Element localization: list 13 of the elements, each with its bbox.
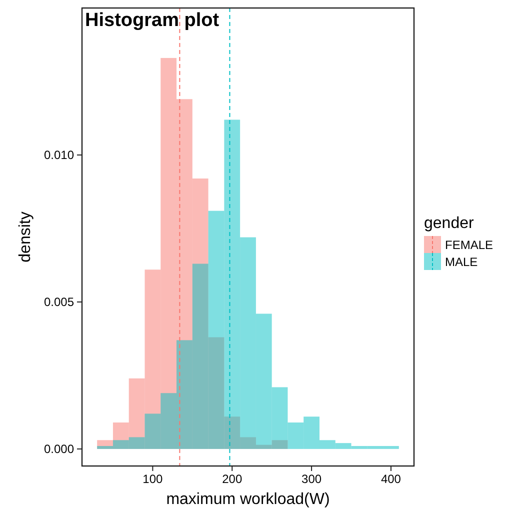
x-tick-label: 200 [222, 472, 242, 486]
x-tick-label: 100 [142, 472, 164, 486]
y-tick-label: 0.010 [44, 148, 74, 162]
y-axis-title: density [17, 212, 34, 262]
x-tick-label: 300 [302, 472, 322, 486]
legend-label: MALE [445, 255, 478, 269]
x-tick-label: 400 [380, 472, 402, 486]
chart-title: Histogram plot [85, 10, 220, 31]
y-tick-label: 0.000 [44, 442, 74, 456]
legend-label: FEMALE [445, 238, 494, 252]
y-tick-label: 0.005 [44, 294, 74, 309]
legend-title: gender [424, 215, 474, 232]
x-axis-title: maximum workload(W) [166, 491, 330, 508]
